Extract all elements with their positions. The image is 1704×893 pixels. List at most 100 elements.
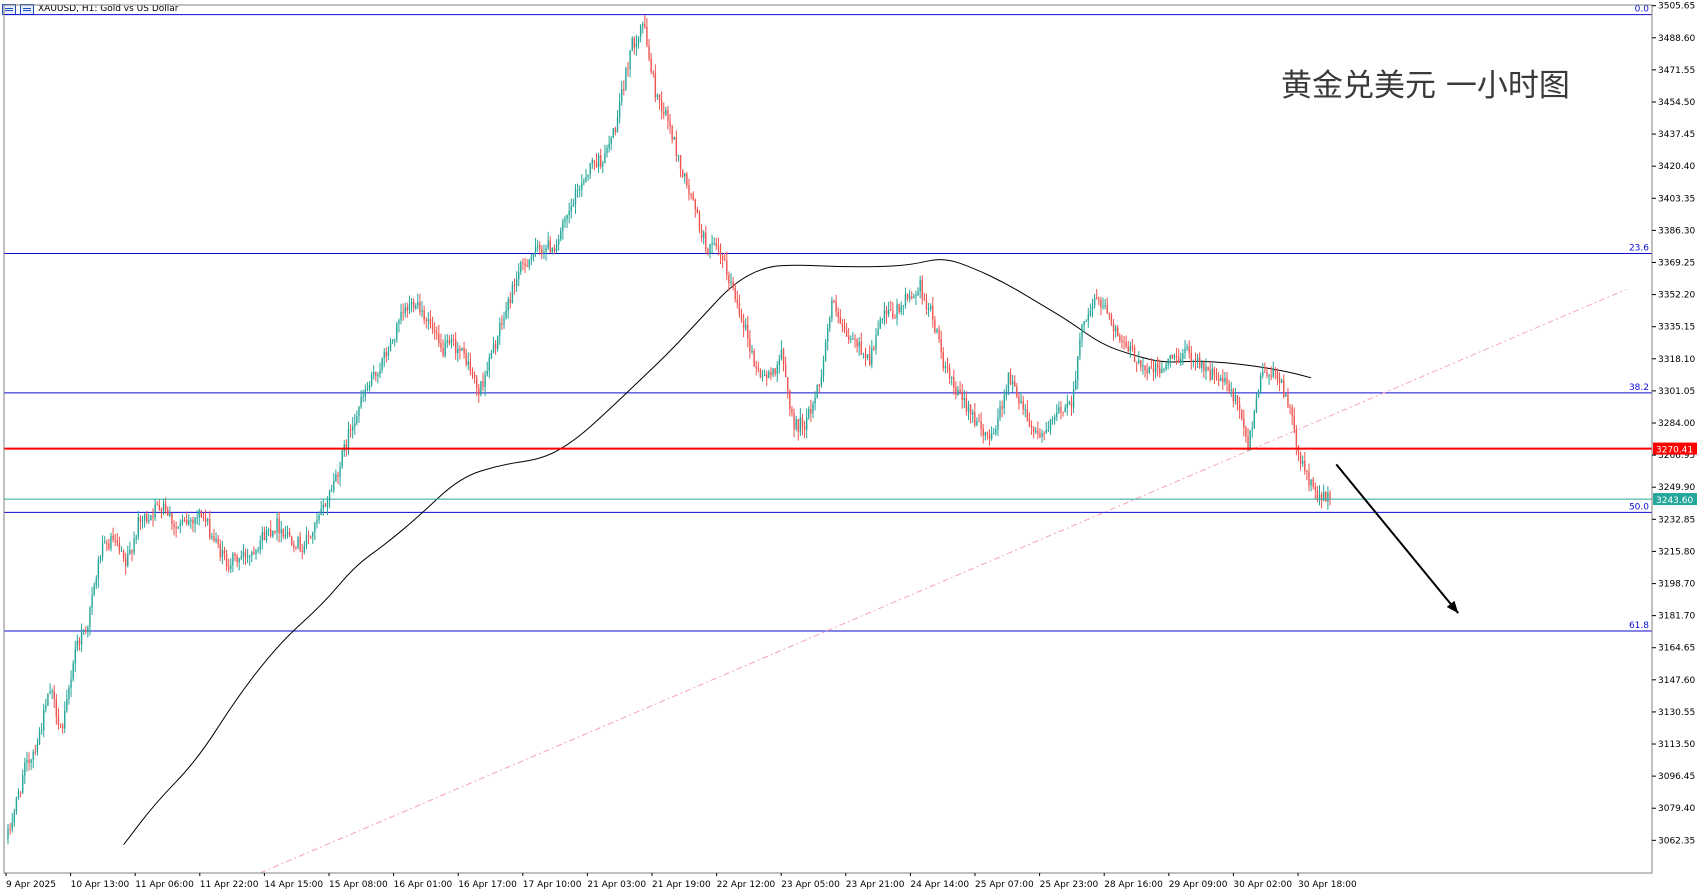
candle xyxy=(583,178,585,186)
candle xyxy=(747,316,749,348)
candle-body xyxy=(183,519,186,521)
candle xyxy=(330,484,333,493)
candle-body xyxy=(192,520,194,524)
candle xyxy=(257,546,259,554)
candle-body xyxy=(887,309,890,315)
chart-icon[interactable] xyxy=(20,3,34,15)
candle xyxy=(188,514,190,527)
candle-body xyxy=(597,155,600,167)
candle-body xyxy=(389,341,392,352)
y-tick-label: 3215.80 xyxy=(1658,547,1695,557)
candle xyxy=(749,330,751,359)
candle-body xyxy=(473,374,476,378)
candle xyxy=(282,528,285,539)
candle xyxy=(972,409,974,423)
candle-body xyxy=(19,792,22,794)
x-tick-label: 24 Apr 14:00 xyxy=(910,880,969,890)
candle xyxy=(866,354,869,361)
candle xyxy=(82,628,85,636)
candle xyxy=(164,497,167,514)
candle xyxy=(585,168,587,183)
candle xyxy=(1213,366,1216,384)
candle xyxy=(835,294,837,317)
candle-body xyxy=(793,412,795,430)
candle xyxy=(26,751,28,772)
y-tick-label: 3249.90 xyxy=(1658,483,1695,493)
candle xyxy=(759,368,762,379)
candle-body xyxy=(204,517,207,522)
x-tick-label: 15 Apr 08:00 xyxy=(329,880,388,890)
candle xyxy=(669,113,671,134)
candle xyxy=(497,335,499,352)
candle-body xyxy=(1093,297,1096,306)
candle-body xyxy=(1129,346,1132,352)
candle xyxy=(801,413,804,436)
candle-body xyxy=(1259,375,1262,391)
candle-body xyxy=(440,343,442,349)
candle-body xyxy=(1220,377,1222,381)
candle xyxy=(1089,303,1092,317)
candle-body xyxy=(936,329,938,333)
candle xyxy=(291,535,293,546)
candle xyxy=(454,332,457,360)
candle-body xyxy=(522,262,524,264)
candle xyxy=(608,135,610,153)
candle-body xyxy=(110,535,112,549)
window-icon[interactable] xyxy=(2,3,16,15)
candle-body xyxy=(57,716,60,725)
candle xyxy=(843,318,846,334)
candle xyxy=(440,333,442,353)
candle-body xyxy=(1238,404,1241,410)
candle xyxy=(978,414,980,423)
candle xyxy=(898,303,900,314)
candle xyxy=(1066,394,1068,416)
candle-body xyxy=(1182,353,1184,359)
candle xyxy=(246,548,249,564)
candle xyxy=(892,302,894,320)
candle-body xyxy=(925,300,928,310)
candle xyxy=(715,237,717,251)
candle-body xyxy=(175,527,177,529)
candle xyxy=(324,502,327,507)
candle xyxy=(599,148,602,169)
candle-body xyxy=(1295,429,1298,447)
candle-body xyxy=(652,71,654,74)
candle-body xyxy=(1066,403,1068,408)
candle-body xyxy=(1203,362,1205,371)
candle-body xyxy=(1171,355,1174,359)
candle xyxy=(1154,360,1157,379)
candle-body xyxy=(1144,365,1146,371)
candle-body xyxy=(400,312,402,321)
candle-body xyxy=(543,252,545,254)
candle-body xyxy=(1110,315,1113,324)
candle-body xyxy=(1106,305,1108,314)
candle-body xyxy=(1100,299,1102,308)
candle xyxy=(368,381,371,392)
candle xyxy=(1167,358,1169,370)
candle xyxy=(59,723,62,728)
candle xyxy=(616,110,619,133)
candle xyxy=(91,586,93,616)
candle xyxy=(1096,288,1098,300)
x-tick-label: 30 Apr 02:00 xyxy=(1233,880,1292,890)
candle xyxy=(314,521,316,541)
candle xyxy=(307,530,310,545)
candle-body xyxy=(1274,369,1277,372)
candle-body xyxy=(320,508,322,516)
candle xyxy=(627,61,629,77)
candle-body xyxy=(486,370,488,376)
candle-body xyxy=(404,307,406,313)
y-tick-label: 3164.65 xyxy=(1658,644,1695,654)
candle-body xyxy=(1056,412,1058,417)
candle-body xyxy=(270,529,272,537)
candle-body xyxy=(957,389,959,396)
y-tick-label: 3284.00 xyxy=(1658,419,1695,429)
candle-body xyxy=(1087,315,1089,321)
candle-body xyxy=(152,515,154,518)
candle xyxy=(1177,348,1180,363)
candle-body xyxy=(328,490,331,501)
candle xyxy=(183,517,186,523)
candle-body xyxy=(1070,402,1073,408)
candle-body xyxy=(465,353,467,365)
